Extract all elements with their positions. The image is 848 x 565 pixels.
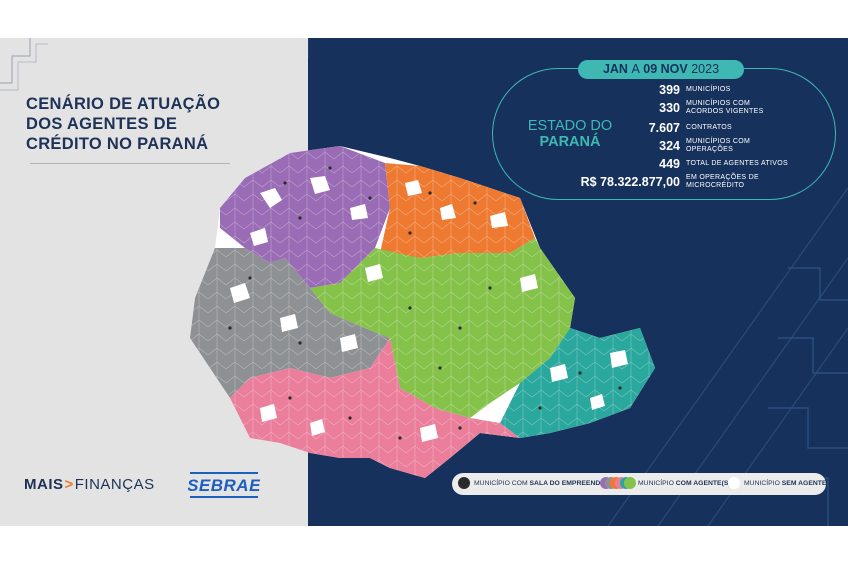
maisfinancas-logo-light: FINANÇAS <box>74 476 155 493</box>
state-label-line1: ESTADO DO <box>527 118 613 134</box>
municipios-sala-empreendedor <box>228 166 622 440</box>
legend-text-bold: SALA DO EMPREENDEDOR <box>529 480 620 487</box>
date-end: 09 NOV <box>643 62 688 76</box>
stat-value: 449 <box>659 157 680 171</box>
legend-item-sem-agente: MUNICÍPIO SEM AGENTE <box>728 477 826 491</box>
white-dot-icon <box>728 477 740 490</box>
multicolor-dots-icon <box>600 477 636 490</box>
date-sep: A <box>631 62 640 76</box>
stat-label: TOTAL DE AGENTES ATIVOS <box>686 160 788 167</box>
legend-text-prefix: MUNICÍPIO <box>638 480 674 487</box>
legend-text-bold: SEM AGENTE <box>781 480 827 487</box>
dark-dot-icon <box>458 477 470 490</box>
stat-value: 399 <box>659 83 680 97</box>
municipios-sem-agente <box>230 176 628 442</box>
title-line: CENÁRIO DE ATUAÇÃO <box>26 95 221 113</box>
stat-value: R$ 78.322.877,00 <box>580 175 680 189</box>
stat-row: 330 MUNICÍPIOS COM ACORDOS VIGENTES <box>550 100 820 115</box>
stat-row: 7.607 CONTRATOS <box>550 121 820 135</box>
legend-text-prefix: MUNICÍPIO COM <box>474 480 528 487</box>
sebrae-logo: SEBRAE <box>188 472 260 498</box>
parana-map <box>190 146 655 478</box>
title-line: CRÉDITO NO PARANÁ <box>26 135 209 153</box>
stat-label: MUNICÍPIOS COM OPERAÇÕES <box>686 138 751 153</box>
state-label-line2: PARANÁ <box>539 134 601 150</box>
state-label: ESTADO DO PARANÁ <box>516 118 624 150</box>
stat-label: MUNICÍPIOS COM ACORDOS VIGENTES <box>686 100 764 115</box>
sebrae-logo-text: SEBRAE <box>188 476 260 495</box>
chevron-right-icon: > <box>64 476 74 493</box>
legend-item-com-agente: MUNICÍPIO COM AGENTE(S) <box>600 477 731 491</box>
title-divider <box>30 163 230 164</box>
stat-value: 324 <box>659 139 680 153</box>
map-legend: MUNICÍPIO COM SALA DO EMPREENDEDOR MUNIC… <box>452 473 826 495</box>
legend-text-bold: COM AGENTE(S) <box>675 480 731 487</box>
stat-label: MUNICÍPIOS <box>686 86 731 93</box>
date-range-badge: JAN A 09 NOV 2023 <box>578 60 744 79</box>
stat-row: R$ 78.322.877,00 EM OPERAÇÕES DE MICROCR… <box>550 174 820 189</box>
corner-decoration <box>0 38 48 91</box>
stat-label: CONTRATOS <box>686 124 732 131</box>
stat-label: EM OPERAÇÕES DE MICROCRÉDITO <box>686 174 759 189</box>
legend-item-sala: MUNICÍPIO COM SALA DO EMPREENDEDOR <box>458 477 620 491</box>
maisfinancas-logo-bold: MAIS <box>24 476 64 493</box>
title-line: DOS AGENTES DE <box>26 115 178 133</box>
stat-row: 399 MUNICÍPIOS <box>550 83 820 97</box>
page-title: CENÁRIO DE ATUAÇÃO DOS AGENTES DE CRÉDIT… <box>26 94 296 154</box>
stat-value: 330 <box>659 101 680 115</box>
stat-row: 324 MUNICÍPIOS COM OPERAÇÕES <box>550 138 820 153</box>
date-start: JAN <box>602 62 628 76</box>
stat-row: 449 TOTAL DE AGENTES ATIVOS <box>550 157 820 171</box>
legend-text-prefix: MUNICÍPIO <box>744 480 780 487</box>
stat-value: 7.607 <box>648 121 680 135</box>
infographic: CENÁRIO DE ATUAÇÃO DOS AGENTES DE CRÉDIT… <box>0 38 848 526</box>
date-year: 2023 <box>691 62 720 76</box>
maisfinancas-logo: MAIS>FINANÇAS <box>24 476 155 493</box>
